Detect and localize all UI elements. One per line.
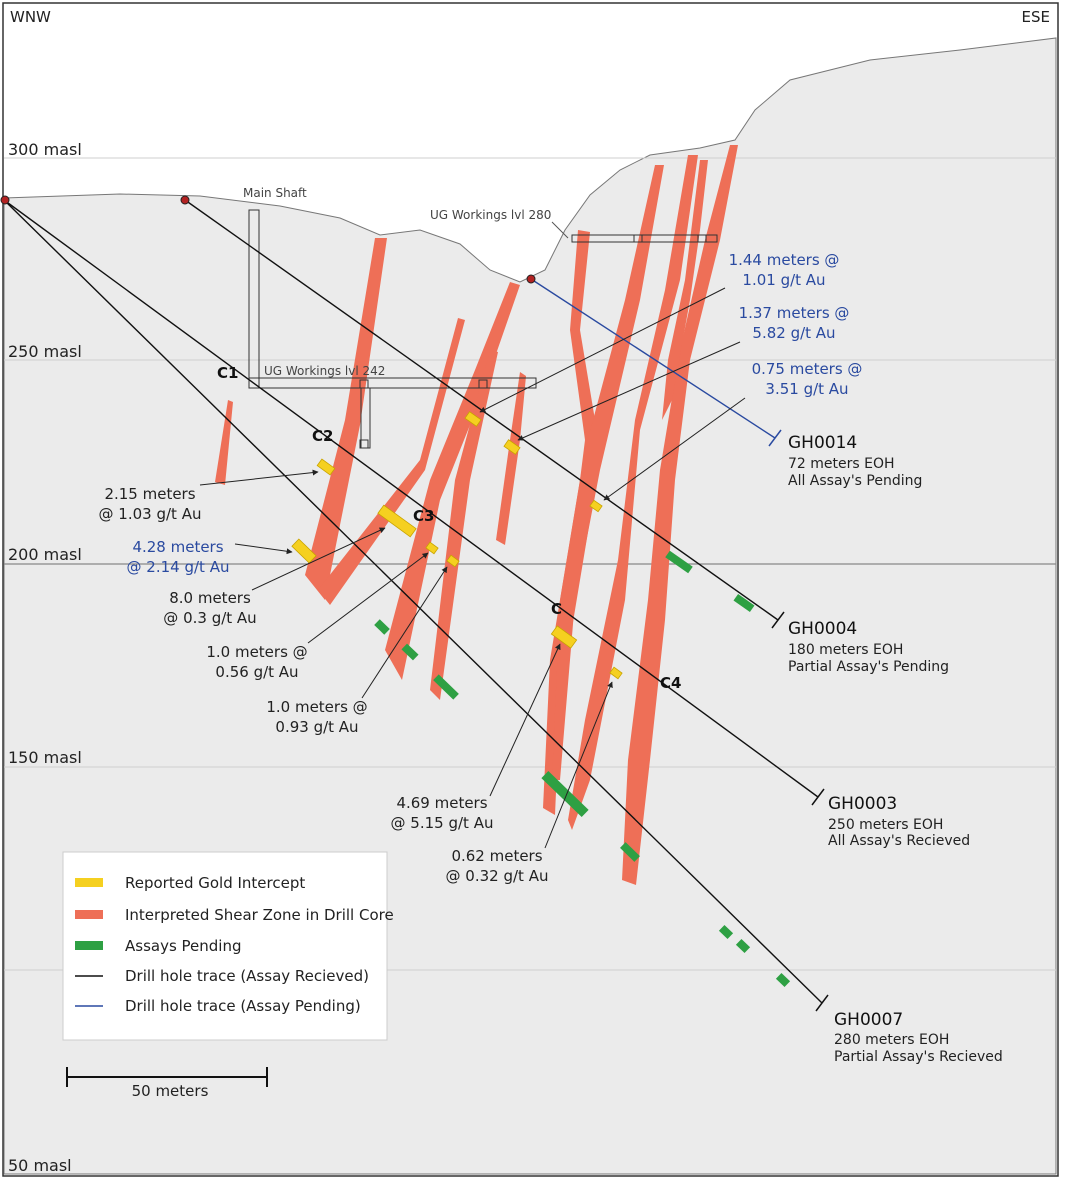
- elev-label-150: 150 masl: [8, 748, 82, 767]
- legend-swatch-shear: [75, 910, 103, 919]
- scale-bar: [66, 1067, 268, 1087]
- zone-label-c: C: [551, 600, 562, 618]
- legend-swatch-pending: [75, 941, 103, 950]
- legend-label-shear: Interpreted Shear Zone in Drill Core: [125, 906, 394, 924]
- eoh-ticks: [768, 429, 829, 1012]
- intercept-9-line2: @ 5.15 g/t Au: [391, 814, 494, 832]
- hole-length-gh0014: 72 meters EOH: [788, 456, 895, 472]
- elev-label-50: 50 masl: [8, 1156, 72, 1175]
- intercept-6-line1: 8.0 meters: [169, 589, 251, 607]
- ug-280-label: UG Workings lvl 280: [430, 208, 551, 222]
- intercept-9-line1: 4.69 meters: [396, 794, 487, 812]
- intercept-4-line1: 2.15 meters: [104, 485, 195, 503]
- leader-arrows: [199, 287, 746, 849]
- hole-status-gh0007: Partial Assay's Recieved: [834, 1049, 1003, 1065]
- collar-gh0014: [526, 274, 536, 284]
- underground-workings: [248, 209, 718, 449]
- legend-label-trace-pending: Drill hole trace (Assay Pending): [125, 997, 361, 1015]
- legend: Reported Gold Intercept Interpreted Shea…: [62, 851, 394, 1041]
- trace-gh0007: [3, 199, 823, 1004]
- hole-label-gh0014: GH0014: [788, 433, 857, 453]
- legend-swatch-intercept: [75, 878, 103, 887]
- hole-status-gh0003: All Assay's Recieved: [828, 833, 970, 849]
- legend-box: [62, 851, 388, 1041]
- collar-west: [0, 195, 10, 205]
- ug-workings-280: [571, 234, 718, 243]
- scale-bar-label: 50 meters: [132, 1082, 209, 1100]
- intercept-7-line1: 1.0 meters @: [206, 643, 307, 661]
- legend-label-pending: Assays Pending: [125, 937, 242, 955]
- trace-gh0014: [530, 278, 776, 439]
- ug-280-leader: [551, 221, 569, 239]
- intercept-5-line1: 4.28 meters: [132, 538, 223, 556]
- trace-gh0003: [3, 199, 819, 798]
- hole-length-gh0007: 280 meters EOH: [834, 1032, 949, 1048]
- intercept-1-line2: 1.01 g/t Au: [742, 271, 825, 289]
- ug-242-label: UG Workings lvl 242: [264, 364, 385, 378]
- orientation-west: WNW: [10, 8, 51, 26]
- intercept-2-line2: 5.82 g/t Au: [752, 324, 835, 342]
- intercept-1-line1: 1.44 meters @: [729, 251, 840, 269]
- hole-label-gh0004: GH0004: [788, 619, 857, 639]
- orientation-east: ESE: [1022, 8, 1050, 26]
- intercept-8-line2: 0.93 g/t Au: [275, 718, 358, 736]
- legend-label-trace-received: Drill hole trace (Assay Recieved): [125, 967, 369, 985]
- intercept-10-line1: 0.62 meters: [451, 847, 542, 865]
- elev-label-300: 300 masl: [8, 140, 82, 159]
- elev-label-250: 250 masl: [8, 342, 82, 361]
- intercept-10-line2: @ 0.32 g/t Au: [446, 867, 549, 885]
- elev-label-200: 200 masl: [8, 545, 82, 564]
- ug-workings-242: [248, 377, 537, 389]
- hole-label-gh0003: GH0003: [828, 794, 897, 814]
- hole-status-gh0004: Partial Assay's Pending: [788, 659, 949, 675]
- intercept-7-line2: 0.56 g/t Au: [215, 663, 298, 681]
- hole-length-gh0003: 250 meters EOH: [828, 817, 943, 833]
- intercept-2-line1: 1.37 meters @: [739, 304, 850, 322]
- assays-pending-marks: [374, 550, 791, 988]
- intercept-6-line2: @ 0.3 g/t Au: [163, 609, 256, 627]
- zone-label-c2: C2: [312, 427, 333, 445]
- collar-gh0004: [180, 195, 190, 205]
- hole-status-gh0014: All Assay's Pending: [788, 473, 922, 489]
- hole-label-gh0007: GH0007: [834, 1010, 903, 1030]
- zone-label-c1: C1: [217, 364, 238, 382]
- legend-label-intercept: Reported Gold Intercept: [125, 874, 305, 892]
- collars: [0, 195, 536, 284]
- main-shaft-label: Main Shaft: [243, 186, 307, 200]
- hole-length-gh0004: 180 meters EOH: [788, 642, 903, 658]
- intercept-3-line1: 0.75 meters @: [752, 360, 863, 378]
- intercept-3-line2: 3.51 g/t Au: [765, 380, 848, 398]
- intercept-5-line2: @ 2.14 g/t Au: [127, 558, 230, 576]
- gold-intercepts: [291, 411, 623, 680]
- intercept-8-line1: 1.0 meters @: [266, 698, 367, 716]
- zone-label-c4: C4: [660, 674, 681, 692]
- zone-label-c3: C3: [413, 507, 434, 525]
- intercept-4-line2: @ 1.03 g/t Au: [99, 505, 202, 523]
